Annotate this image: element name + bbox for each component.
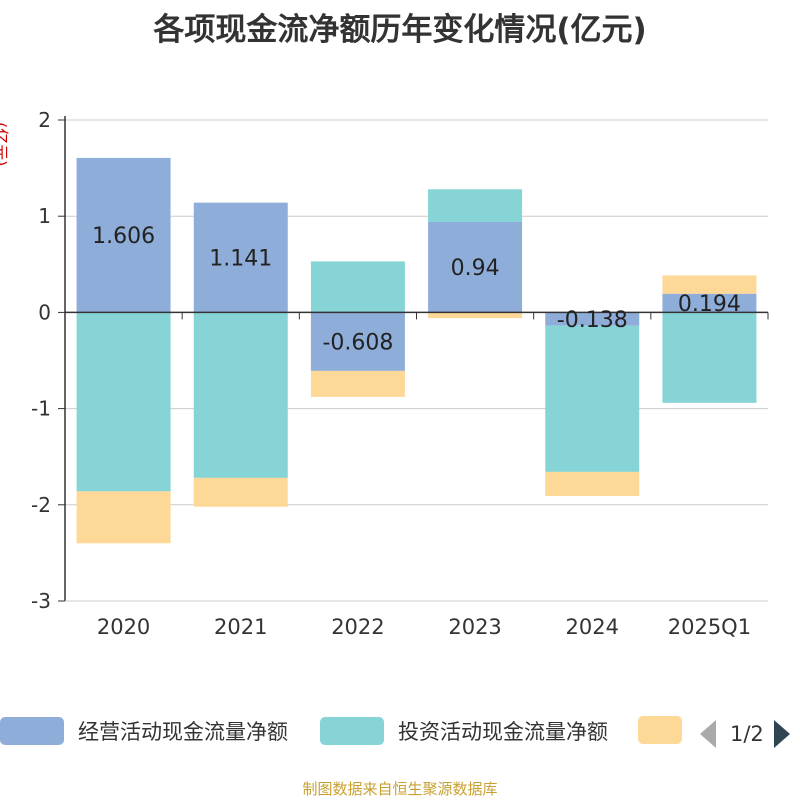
bar-operating (193, 202, 288, 313)
data-label: 1.606 (92, 224, 155, 249)
bar-investing (662, 312, 757, 403)
y-tick-label: -3 (31, 589, 51, 613)
data-label: 1.141 (209, 247, 272, 272)
pager-prev-icon[interactable] (700, 720, 716, 748)
y-tick-label: 2 (38, 108, 51, 132)
data-label: 0.194 (678, 292, 741, 317)
pager-page-text: 1/2 (730, 722, 764, 746)
bar-operating (662, 293, 757, 313)
legend: 经营活动现金流量净额 投资活动现金流量净额 (0, 716, 800, 752)
pager-next-icon[interactable] (773, 720, 790, 748)
bar-financing (428, 312, 523, 319)
y-tick-label: -2 (31, 493, 51, 517)
legend-item-investing[interactable]: 投资活动现金流量净额 (320, 716, 608, 746)
bar-operating (428, 221, 523, 313)
y-tick-label: 0 (38, 300, 51, 324)
bar-financing (76, 491, 171, 544)
y-tick-label: 1 (38, 204, 51, 228)
y-tick-label: -1 (31, 397, 51, 421)
legend-label-investing: 投资活动现金流量净额 (398, 720, 608, 744)
bar-investing (428, 189, 523, 222)
chart-title: 各项现金流净额历年变化情况(亿元) (153, 12, 647, 48)
bar-financing (662, 275, 757, 294)
x-tick-label: 2024 (566, 615, 619, 639)
bar-investing (193, 312, 288, 478)
cashflow-chart: 2 1 0 -1 -2 -3 2020 2021 2022 2023 2024 2025Q1 1.606… (31, 108, 769, 639)
bar-operating (310, 312, 405, 371)
x-tick-label: 2023 (448, 615, 501, 639)
bar-investing (310, 261, 405, 313)
x-tick-label: 2021 (214, 615, 267, 639)
legend-swatch-investing (320, 717, 384, 745)
bar-financing (310, 370, 405, 397)
x-tick-label: 2020 (97, 615, 150, 639)
bar-operating (545, 312, 640, 326)
legend-item-operating[interactable]: 经营活动现金流量净额 (0, 716, 288, 746)
source-note: 制图数据来自恒生聚源数据库 (302, 780, 498, 798)
data-label: -0.608 (322, 331, 393, 356)
legend-label-operating: 经营活动现金流量净额 (78, 720, 288, 744)
legend-item-financing[interactable] (638, 716, 682, 744)
bar-investing (76, 312, 171, 492)
legend-swatch-financing (638, 716, 682, 744)
bar-investing (545, 325, 640, 472)
data-label: 0.94 (451, 256, 500, 281)
bar-operating (76, 157, 171, 313)
legend-swatch-operating (0, 717, 64, 745)
x-tick-label: 2025Q1 (668, 615, 751, 639)
x-tick-label: 2022 (331, 615, 384, 639)
bar-financing (193, 477, 288, 507)
data-label: -0.138 (557, 308, 628, 333)
bar-financing (545, 471, 640, 496)
legend-pager: 1/2 (700, 716, 790, 752)
